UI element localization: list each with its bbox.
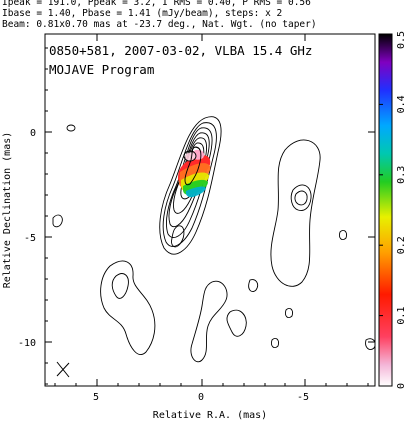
axis-ticks [45, 34, 375, 386]
x-tick-label: 0 [198, 392, 204, 403]
header-stats-line1: Ipeak = 191.0, Ppeak = 3.2, I RMS = 0.40… [2, 0, 311, 8]
colorbar-tick-label: 0.5 [396, 31, 407, 49]
colorbar-tick-label: 0.2 [396, 236, 407, 254]
header-stats-line2: Ibase = 1.40, Pbase = 1.41 (mJy/beam), s… [2, 8, 283, 19]
south-lobe-contours [100, 260, 259, 363]
colorbar-tick-label: 0 [396, 383, 407, 389]
east-lobe-contours [270, 139, 321, 287]
isolated-contours [52, 124, 375, 351]
colorbar-tick-label: 0.3 [396, 166, 407, 184]
colorbar-tick-label: 0.1 [396, 307, 407, 325]
beam-cross [56, 361, 70, 378]
y-tick-label: -10 [18, 338, 36, 349]
y-axis-label: Relative Declination (mas) [2, 132, 13, 289]
colorbar-ticks [379, 33, 383, 387]
y-tick-label: 0 [30, 128, 36, 139]
x-tick-label: 5 [93, 392, 99, 403]
colorbar [378, 33, 393, 387]
plot-frame [44, 33, 376, 387]
colorbar-tick-label: 0.4 [396, 95, 407, 113]
x-axis-label: Relative R.A. (mas) [153, 410, 267, 421]
colorbar-tick-labels: 0 0.1 0.2 0.3 0.4 0.5 [396, 31, 407, 389]
header-beam-line: Beam: 0.81x0.70 mas at -23.7 deg., Nat. … [2, 19, 317, 30]
plot-title: 0850+581, 2007-03-02, VLBA 15.4 GHz [49, 43, 312, 58]
polarization-color-patch [178, 149, 211, 198]
y-tick-label: -5 [24, 233, 36, 244]
plot-subtitle: MOJAVE Program [49, 62, 154, 77]
x-tick-label: -5 [297, 392, 309, 403]
